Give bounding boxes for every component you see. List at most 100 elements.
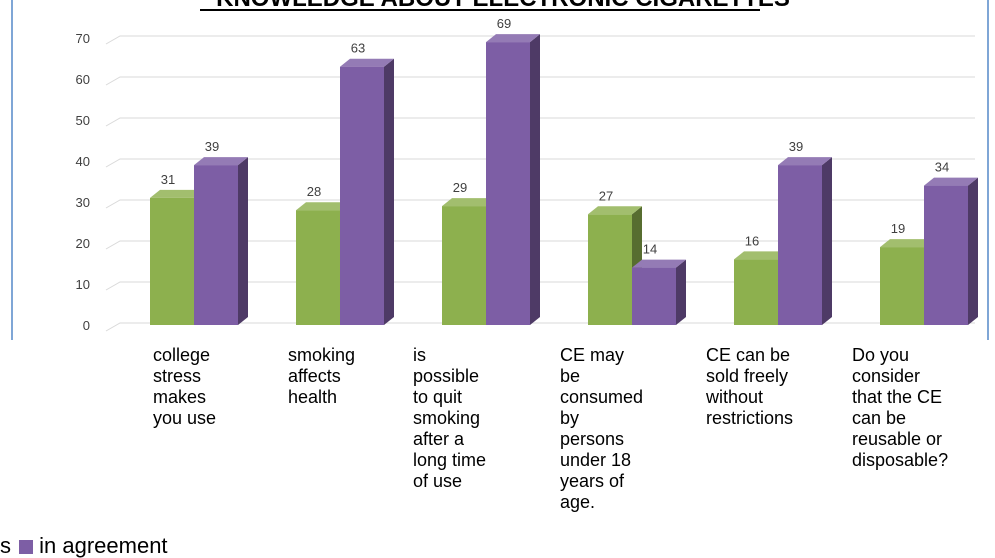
legend-swatch-agreement bbox=[19, 540, 34, 554]
x-tick-label-line: restrictions bbox=[706, 408, 794, 428]
x-tick-label-line: be bbox=[560, 366, 581, 386]
bar bbox=[194, 165, 238, 325]
bar bbox=[150, 197, 194, 325]
x-tick-label-line: persons bbox=[560, 429, 625, 449]
x-tick-label-line: that the CE bbox=[852, 387, 943, 407]
x-tick-label-line: affects bbox=[288, 366, 341, 386]
bar bbox=[340, 66, 384, 325]
data-label: 29 bbox=[453, 180, 467, 195]
x-tick-label: Do you consider that the CE can be reusable … bbox=[852, 345, 992, 471]
bar-side bbox=[530, 34, 540, 325]
data-label: 39 bbox=[789, 139, 803, 154]
x-tick-label-line: disposable? bbox=[852, 450, 949, 470]
x-tick-label-line: can be bbox=[852, 408, 907, 428]
x-tick-label: is possible to quit smoking after a long time… bbox=[413, 345, 537, 492]
y-tick-label: 20 bbox=[76, 236, 90, 251]
bar-top bbox=[778, 157, 832, 166]
x-tick-label-line: CE can be bbox=[706, 345, 791, 365]
x-tick-label-line: CE may bbox=[560, 345, 625, 365]
bar-side bbox=[238, 157, 248, 325]
legend: s in agreement bbox=[0, 534, 168, 558]
bar-top bbox=[194, 157, 248, 166]
y-tick-label: 70 bbox=[76, 31, 90, 46]
data-label: 39 bbox=[205, 139, 219, 154]
x-tick-label: CE may be consumed by persons under 18 years o… bbox=[560, 345, 682, 513]
bar-top bbox=[734, 251, 788, 260]
x-tick-label-line: you use bbox=[153, 408, 217, 428]
x-tick-label-line: reusable or bbox=[852, 429, 943, 449]
bar-top bbox=[442, 198, 496, 207]
y-axis-ticks: 0 10 20 30 40 50 60 70 bbox=[76, 31, 90, 333]
x-tick-label-line: consider bbox=[852, 366, 921, 386]
bar bbox=[588, 214, 632, 325]
x-tick-label: CE can be sold freely without restrictions bbox=[706, 345, 836, 429]
bar-top bbox=[296, 202, 350, 211]
bar bbox=[924, 185, 968, 325]
gridlines bbox=[105, 35, 975, 332]
legend-text-left: s bbox=[0, 533, 11, 558]
bar-side bbox=[676, 259, 686, 325]
x-tick-label-line: sold freely bbox=[706, 366, 789, 386]
data-label: 27 bbox=[599, 188, 613, 203]
bar-side bbox=[384, 58, 394, 325]
bar-top bbox=[486, 34, 540, 43]
x-tick-label-line: Do you bbox=[852, 345, 910, 365]
legend-label-agreement: in agreement bbox=[39, 533, 168, 558]
bar-side bbox=[822, 157, 832, 325]
bar bbox=[296, 210, 340, 325]
data-label: 34 bbox=[935, 160, 949, 175]
data-label: 19 bbox=[891, 221, 905, 236]
bar-side bbox=[968, 177, 978, 325]
data-label: 31 bbox=[161, 172, 175, 187]
data-label: 16 bbox=[745, 233, 759, 248]
bar-top bbox=[924, 177, 978, 186]
x-tick-label-line: is bbox=[413, 345, 426, 365]
bar-top bbox=[632, 259, 686, 268]
bar bbox=[442, 206, 486, 325]
x-tick-label-line: by bbox=[560, 408, 580, 428]
y-tick-label: 40 bbox=[76, 154, 90, 169]
data-label: 14 bbox=[643, 242, 657, 257]
bar-top bbox=[150, 189, 204, 198]
data-labels: 31 39 28 63 29 69 27 14 16 39 19 34 bbox=[161, 16, 949, 257]
data-label: 28 bbox=[307, 184, 321, 199]
x-tick-label-line: makes bbox=[153, 387, 207, 407]
x-tick-label-line: smoking bbox=[288, 345, 356, 365]
x-tick-label-line: after a bbox=[413, 429, 465, 449]
x-tick-label-line: possible bbox=[413, 366, 480, 386]
bar-top bbox=[588, 206, 642, 215]
gridline bbox=[105, 199, 975, 209]
gridline bbox=[105, 117, 975, 127]
x-tick-label-line: consumed bbox=[560, 387, 644, 407]
data-label: 63 bbox=[351, 41, 365, 56]
y-tick-label: 0 bbox=[83, 318, 90, 333]
gridline bbox=[105, 281, 975, 291]
data-label: 69 bbox=[497, 16, 511, 31]
gridline bbox=[105, 76, 975, 86]
y-tick-label: 30 bbox=[76, 195, 90, 210]
x-tick-label: smoking affects health bbox=[288, 345, 388, 408]
y-tick-label: 60 bbox=[76, 72, 90, 87]
bar-top bbox=[340, 58, 394, 67]
y-tick-label: 50 bbox=[76, 113, 90, 128]
x-tick-label-line: long time bbox=[413, 450, 487, 470]
gridline bbox=[105, 35, 975, 45]
bar bbox=[880, 247, 924, 325]
y-tick-label: 10 bbox=[76, 277, 90, 292]
x-tick-label-line: smoking bbox=[413, 408, 481, 428]
x-tick-label-line: health bbox=[288, 387, 338, 407]
gridline bbox=[105, 240, 975, 250]
bar bbox=[734, 259, 778, 325]
x-tick-label-line: college bbox=[153, 345, 211, 365]
x-tick-label-line: without bbox=[706, 387, 764, 407]
x-tick-label: college stress makes you use bbox=[153, 345, 263, 429]
bar bbox=[486, 42, 530, 325]
x-tick-label-line: stress bbox=[153, 366, 202, 386]
gridline bbox=[105, 158, 975, 168]
bar bbox=[778, 165, 822, 325]
bars bbox=[150, 34, 978, 325]
gridline bbox=[105, 322, 975, 332]
x-tick-label-line: to quit bbox=[413, 387, 463, 407]
x-tick-label-line: under 18 bbox=[560, 450, 632, 470]
